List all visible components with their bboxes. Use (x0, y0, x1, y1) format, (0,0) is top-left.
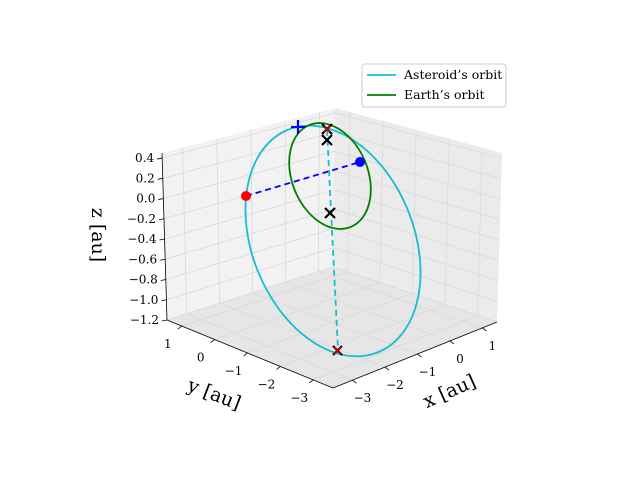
x-tick-label: 0 (456, 352, 464, 366)
z-gridline (334, 131, 502, 179)
y-tick-label: −3 (290, 391, 308, 405)
z-tick (161, 319, 168, 322)
z-gridline (163, 150, 335, 199)
x-gridline (252, 292, 418, 355)
x-tick-label: −3 (354, 391, 372, 405)
z-tick (158, 218, 165, 221)
z-tick-label: 0.4 (135, 151, 154, 165)
z-tick-label: 0.2 (136, 171, 155, 185)
cross-marker (324, 207, 336, 219)
y-gridline (280, 304, 446, 367)
y-gridline (412, 129, 417, 294)
z-gridline (165, 228, 334, 280)
z-gridline (332, 266, 498, 323)
z-gridline (164, 189, 335, 240)
z-tick-label: −0.6 (128, 252, 157, 266)
z-tick-label: −0.2 (127, 212, 156, 226)
blue-point (355, 157, 365, 167)
z-gridline (162, 131, 335, 179)
x-tick (384, 366, 390, 371)
x-gridline (317, 112, 320, 272)
x-tick-label: −1 (419, 365, 437, 379)
z-gridline (165, 208, 334, 260)
z-tick (159, 238, 165, 241)
y-gridline (313, 315, 478, 381)
z-gridline (334, 112, 502, 159)
x-tick (482, 327, 487, 332)
y-gridline (214, 282, 381, 340)
y-tick (309, 379, 314, 384)
z-gridline (166, 266, 334, 321)
z-gridline (333, 189, 500, 241)
y-tick (177, 325, 183, 330)
small-red-cross (323, 125, 331, 133)
y-tick-label: −1 (225, 364, 243, 378)
z-tick (157, 177, 163, 180)
z-tick-label: −0.8 (129, 273, 158, 287)
z-tick (157, 157, 163, 160)
z-tick-label: −1.0 (129, 293, 158, 307)
plus-marker (291, 120, 305, 134)
asteroid-orbit (244, 124, 422, 358)
legend: Asteroid’s orbit Earth’s orbit (361, 63, 507, 108)
z-tick-label: −1.2 (130, 313, 159, 327)
y-tick-label: 1 (164, 337, 172, 351)
x-gridline (250, 129, 253, 293)
cyan-dashed-link (326, 129, 339, 351)
legend-label-asteroid: Asteroid’s orbit (403, 67, 502, 82)
z-axis-label: z [au] (87, 208, 109, 262)
z-tick (161, 299, 167, 302)
x-tick (352, 379, 357, 384)
y-gridline (444, 138, 450, 305)
x-gridline (216, 138, 220, 304)
z-gridline (334, 170, 501, 220)
legend-label-earth: Earth’s orbit (404, 87, 485, 102)
y-tick (210, 339, 215, 343)
x-axis-line (332, 321, 498, 389)
x-tick-label: −2 (386, 378, 404, 392)
x-gridline (186, 313, 353, 381)
z-gridline (333, 228, 499, 282)
y-tick-label: −2 (258, 377, 276, 391)
red-point (241, 191, 251, 201)
z-gridline (166, 247, 334, 301)
earth-orbit (288, 122, 372, 230)
x-tick (417, 353, 422, 358)
z-gridline (162, 112, 336, 159)
z-axis-line (161, 152, 168, 321)
z-gridline (333, 247, 498, 302)
y-tick-label: 0 (197, 351, 205, 365)
y-tick (243, 352, 248, 357)
y-axis-label: y [au] (184, 374, 244, 415)
x-tick-label: 1 (489, 339, 497, 353)
y-gridline (477, 147, 483, 316)
z-tick-label: 0.0 (136, 192, 155, 206)
x-tick (449, 340, 455, 345)
z-tick (160, 258, 166, 261)
x-gridline (182, 147, 188, 314)
y-gridline (379, 120, 384, 283)
x-gridline (318, 271, 483, 329)
pane-back-left (162, 108, 335, 320)
y-axis-line (166, 319, 334, 389)
axis-ticks: 0.40.20.0−0.2−0.4−0.6−0.8−1.0−1.210−1−2−… (127, 151, 496, 405)
z-tick (158, 198, 164, 200)
pane-floor (167, 267, 497, 388)
y-gridline (181, 271, 348, 327)
cross-marker (321, 134, 333, 146)
x-gridline (285, 281, 451, 342)
small-red-cross (333, 346, 342, 355)
y-tick (276, 366, 281, 370)
y-gridline (247, 293, 413, 354)
z-tick (160, 279, 166, 281)
z-tick-label: −0.4 (127, 232, 157, 246)
